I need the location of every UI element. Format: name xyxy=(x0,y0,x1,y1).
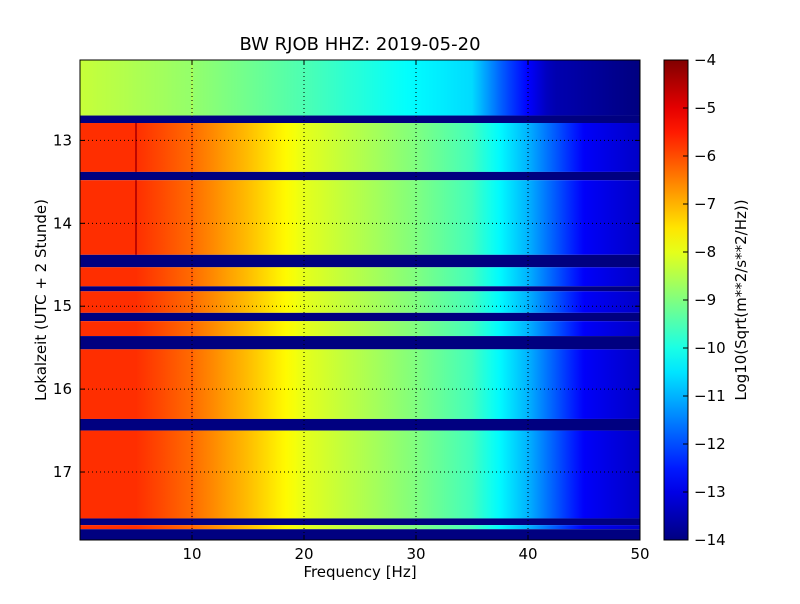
colorbar-tick-label-2: −6 xyxy=(694,147,716,165)
heatmap-segment-gap-13 xyxy=(80,418,640,431)
y-tick-label-3: 16 xyxy=(53,380,72,398)
spectral-line-0-4 xyxy=(135,180,137,255)
spectral-line-1-14 xyxy=(191,430,193,519)
y-tick-label-2: 15 xyxy=(53,297,72,315)
colorbar-tick-label-10: −14 xyxy=(694,531,726,549)
y-tick-label-1: 14 xyxy=(53,214,72,232)
heatmap-segment-gap-15 xyxy=(80,518,640,526)
grid-lines xyxy=(80,60,640,540)
heatmap-segment-gap-9 xyxy=(80,312,640,322)
heatmap-segment-data-2 xyxy=(80,123,640,172)
x-tick-label-2: 30 xyxy=(406,545,425,563)
colorbar-tick-label-4: −8 xyxy=(694,243,716,261)
spectral-line-1-2 xyxy=(191,123,193,172)
y-tick-label-4: 17 xyxy=(53,463,72,481)
heatmap-segment-gap-5 xyxy=(80,254,640,268)
heatmap-segment-data-4 xyxy=(80,180,640,255)
colorbar-tick-label-3: −7 xyxy=(694,195,716,213)
heatmap-segment-gap-7 xyxy=(80,286,640,292)
chart-title: BW RJOB HHZ: 2019-05-20 xyxy=(239,34,480,55)
x-tick-label-3: 40 xyxy=(518,545,537,563)
spectral-line-1-4 xyxy=(191,180,193,255)
spectrogram-heatmap xyxy=(80,60,640,540)
spectral-line-1-0 xyxy=(191,60,193,116)
y-axis-label: Lokalzeit (UTC + 2 Stunde) xyxy=(32,199,50,401)
spectral-line-0-2 xyxy=(135,123,137,172)
heatmap-segment-data-10 xyxy=(80,321,640,337)
x-tick-label-0: 10 xyxy=(182,545,201,563)
colorbar-ticks: −4 −5 −6 −7 −8 −9 −10 −11 −12 −13 −14 xyxy=(683,51,726,549)
colorbar-tick-label-0: −4 xyxy=(694,51,716,69)
plot-frame xyxy=(79,59,641,541)
colorbar-tick-label-8: −12 xyxy=(694,435,726,453)
heatmap-segment-data-14 xyxy=(80,430,640,519)
heatmap-segment-quiet-0 xyxy=(80,60,640,116)
y-axis: 13 14 15 16 17 xyxy=(53,131,640,481)
heatmap-segment-gap-3 xyxy=(80,171,640,181)
colorbar-tick-label-7: −11 xyxy=(694,387,726,405)
heatmap-segment-data-6 xyxy=(80,267,640,287)
spectral-line-1-16 xyxy=(191,525,193,530)
colorbar-tick-label-6: −10 xyxy=(694,339,726,357)
heatmap-segment-gap-17 xyxy=(80,529,640,540)
y-tick-label-0: 13 xyxy=(53,131,72,149)
colorbar-label: Log10(Sqrt(m**2/s**2/Hz)) xyxy=(732,199,750,400)
colorbar-tick-label-5: −9 xyxy=(694,291,716,309)
colorbar-tick-label-9: −13 xyxy=(694,483,726,501)
x-tick-label-4: 50 xyxy=(630,545,649,563)
spectral-line-1-8 xyxy=(191,291,193,313)
heatmap-segment-data-12 xyxy=(80,349,640,419)
heatmap-segment-data-16 xyxy=(80,525,640,530)
heatmap-segment-gap-1 xyxy=(80,115,640,124)
heatmap-segment-gap-11 xyxy=(80,336,640,350)
x-axis: 10 20 30 40 50 xyxy=(182,60,650,563)
heatmap-segment-data-8 xyxy=(80,291,640,313)
x-tick-label-1: 20 xyxy=(294,545,313,563)
x-axis-label: Frequency [Hz] xyxy=(303,563,416,581)
colorbar-tick-label-1: −5 xyxy=(694,99,716,117)
